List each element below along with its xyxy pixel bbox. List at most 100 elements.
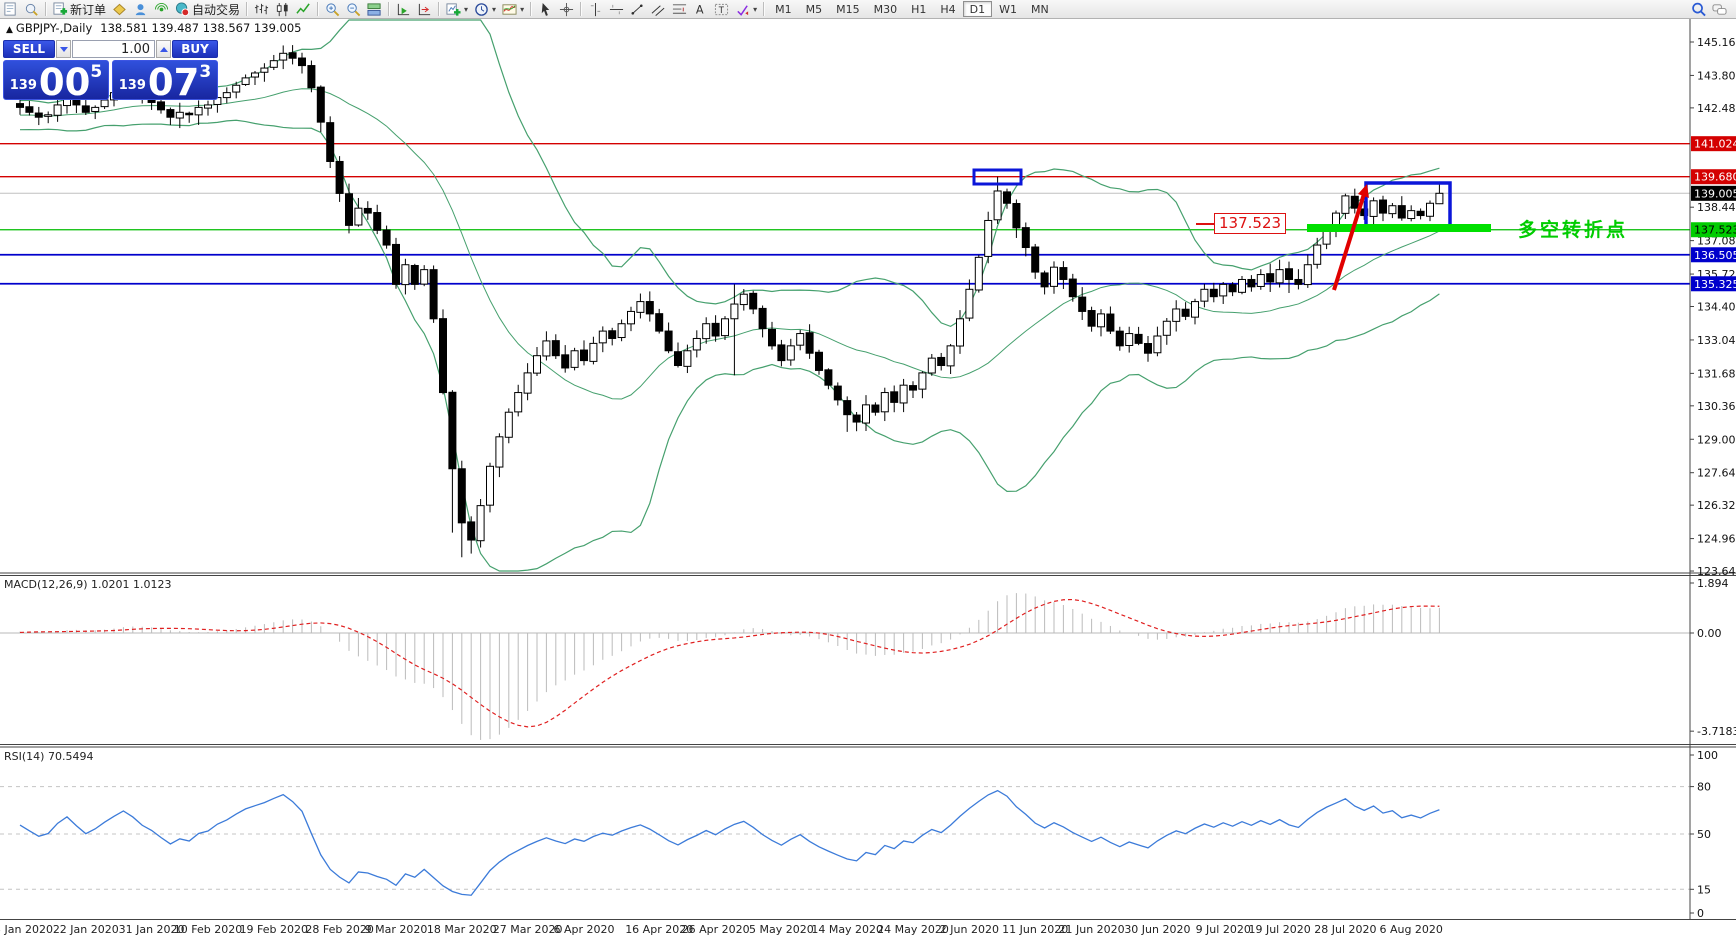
toolbar-new-chart-button[interactable] xyxy=(1,1,20,17)
signals-icon xyxy=(154,2,169,17)
volume-decrease-button[interactable] xyxy=(56,40,71,58)
candlesticks xyxy=(16,45,1444,558)
tab-timeframe-M15[interactable]: M15 xyxy=(829,1,867,17)
candle-chart-icon xyxy=(275,2,290,17)
buy-price-big: 07 xyxy=(147,60,200,104)
buy-price-panel[interactable]: 139 07 3 xyxy=(112,60,218,104)
toolbar-trendline-button[interactable] xyxy=(628,1,647,17)
toolbar-separator xyxy=(438,2,441,16)
chart-title: ▲ GBPJPY-,Daily 138.581 139.487 138.567 13… xyxy=(6,21,302,35)
ohlc-values: 138.581 139.487 138.567 139.005 xyxy=(100,21,302,35)
chevron-up-icon xyxy=(159,46,168,52)
tab-timeframe-D1[interactable]: D1 xyxy=(962,1,993,17)
svg-text:18 Mar 2020: 18 Mar 2020 xyxy=(427,923,497,936)
toolbar-bar-chart-button[interactable] xyxy=(252,1,271,17)
toolbar-new-order-button[interactable]: 新订单 xyxy=(51,1,108,17)
volume-input[interactable] xyxy=(72,40,155,58)
svg-text:130.360: 130.360 xyxy=(1697,400,1736,413)
svg-text:139.005: 139.005 xyxy=(1694,187,1736,200)
toolbar-search-button[interactable] xyxy=(1689,1,1708,17)
toolbar-zoom-in-button[interactable] xyxy=(323,1,342,17)
svg-text:137.523: 137.523 xyxy=(1694,224,1736,237)
pivot-price-annotation[interactable]: 137.523 xyxy=(1214,213,1287,234)
templates-icon xyxy=(502,2,517,17)
toolbar-terminal-cloud-button[interactable] xyxy=(131,1,150,17)
tab-timeframe-M1[interactable]: M1 xyxy=(768,1,799,17)
macd-main-value: 1.0201 xyxy=(91,578,130,591)
toolbar-autotrading-button[interactable]: 自动交易 xyxy=(173,1,242,17)
tab-timeframe-M30[interactable]: M30 xyxy=(867,1,905,17)
horizontal-line-icon xyxy=(609,2,624,17)
svg-text:5 May 2020: 5 May 2020 xyxy=(749,923,814,936)
svg-text:2 Jun 2020: 2 Jun 2020 xyxy=(940,923,999,936)
toolbar-right-icons xyxy=(1688,0,1730,18)
toolbar-cursor-button[interactable] xyxy=(536,1,555,17)
toolbar-tile-windows-button[interactable] xyxy=(365,1,384,17)
svg-text:19 Feb 2020: 19 Feb 2020 xyxy=(240,923,308,936)
toolbar-separator xyxy=(763,2,766,16)
toolbar-chart-shift-button[interactable] xyxy=(415,1,434,17)
toolbar-text-label-button[interactable]: A xyxy=(691,1,710,17)
tab-timeframe-W1[interactable]: W1 xyxy=(992,1,1024,17)
svg-text:28 Feb 2020: 28 Feb 2020 xyxy=(305,923,373,936)
toolbar-candle-chart-button[interactable] xyxy=(273,1,292,17)
tab-timeframe-H1[interactable]: H1 xyxy=(904,1,933,17)
collapse-icon[interactable]: ▲ xyxy=(6,25,13,35)
toolbar-text-box-button[interactable]: T xyxy=(712,1,731,17)
svg-text:139.680: 139.680 xyxy=(1694,171,1736,184)
trade-controls-row: SELL BUY xyxy=(3,40,218,58)
toolbar-templates-button[interactable]: ▾ xyxy=(500,1,526,17)
toolbar-periods-button[interactable]: ▾ xyxy=(472,1,498,17)
toolbar-chart-profiles-button[interactable] xyxy=(22,1,41,17)
sell-price-panel[interactable]: 139 00 5 xyxy=(3,60,109,101)
toolbar-signals-button[interactable] xyxy=(152,1,171,17)
chat-icon xyxy=(1712,2,1727,17)
toolbar-vertical-line-button[interactable] xyxy=(586,1,605,17)
toolbar-line-chart-button[interactable] xyxy=(294,1,313,17)
rsi-label: RSI(14) 70.5494 xyxy=(4,750,93,763)
tab-timeframe-M5[interactable]: M5 xyxy=(799,1,830,17)
tab-timeframe-H4[interactable]: H4 xyxy=(933,1,962,17)
toolbar-chat-button[interactable] xyxy=(1710,1,1729,17)
toolbar-horizontal-line-button[interactable] xyxy=(607,1,626,17)
axes: 145.160143.800142.480138.440137.080135.7… xyxy=(0,18,1736,936)
svg-text:31 Jan 2020: 31 Jan 2020 xyxy=(119,923,185,936)
level-lines xyxy=(0,142,1690,285)
new-chart-icon xyxy=(3,1,18,17)
tab-timeframe-MN[interactable]: MN xyxy=(1024,1,1056,17)
buy-button[interactable]: BUY xyxy=(172,40,218,58)
toolbar-crosshair-button[interactable] xyxy=(557,1,576,17)
toolbar-arrows-button[interactable]: ▾ xyxy=(733,1,759,17)
svg-text:26 Apr 2020: 26 Apr 2020 xyxy=(682,923,750,936)
svg-text:100: 100 xyxy=(1697,749,1718,762)
toolbar-auto-scroll-button[interactable] xyxy=(394,1,413,17)
svg-text:-3.7183: -3.7183 xyxy=(1697,725,1736,738)
toolbar-equidistant-channel-button[interactable] xyxy=(649,1,668,17)
svg-text:16 Apr 2020: 16 Apr 2020 xyxy=(625,923,693,936)
volume-increase-button[interactable] xyxy=(156,40,171,58)
svg-text:137.080: 137.080 xyxy=(1697,235,1736,248)
svg-text:21 Jun 2020: 21 Jun 2020 xyxy=(1059,923,1125,936)
sell-price-pip: 5 xyxy=(90,62,103,82)
breakout-text-annotation[interactable]: 多空转折点 xyxy=(1518,219,1629,241)
one-click-trading-panel: SELL BUY 139 00 5 139 07 3 xyxy=(3,40,218,104)
tile-windows-icon xyxy=(367,2,382,17)
svg-text:30 Jun 2020: 30 Jun 2020 xyxy=(1124,923,1190,936)
toolbar-indicators-button[interactable]: ▾ xyxy=(444,1,470,17)
chart-annotations[interactable] xyxy=(972,168,1491,291)
svg-text:15: 15 xyxy=(1697,883,1711,896)
toolbar-zoom-out-button[interactable] xyxy=(344,1,363,17)
toolbar-history-center-button[interactable] xyxy=(110,1,129,17)
toolbar-separator xyxy=(246,2,249,16)
chart-shift-icon xyxy=(417,2,432,17)
toolbar-fibonacci-button[interactable] xyxy=(670,1,689,17)
equidistant-channel-icon xyxy=(651,2,666,17)
buy-price-prefix: 139 xyxy=(118,78,146,93)
toolbar-new-order-label: 新订单 xyxy=(70,2,107,17)
sell-button[interactable]: SELL xyxy=(3,40,55,58)
svg-text:28 Jul 2020: 28 Jul 2020 xyxy=(1314,923,1376,936)
toolbar-separator xyxy=(580,2,583,16)
svg-text:10 Feb 2020: 10 Feb 2020 xyxy=(174,923,242,936)
